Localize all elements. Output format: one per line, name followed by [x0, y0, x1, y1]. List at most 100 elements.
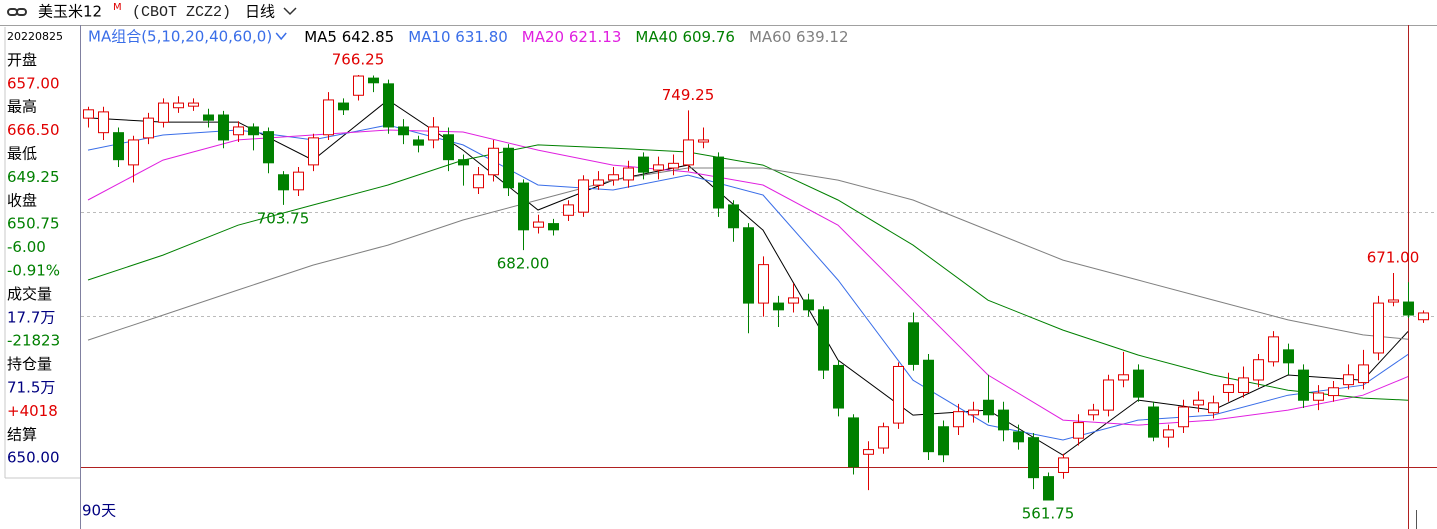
info-item: 650.75 [7, 215, 60, 233]
candle-body [878, 426, 889, 449]
candle-body [593, 179, 604, 186]
candle-body [458, 159, 469, 166]
link-icon[interactable] [7, 8, 27, 16]
candle-body [353, 75, 364, 96]
candle-body [713, 156, 724, 209]
price-annotation: 561.75 [1022, 505, 1075, 523]
candle-body [308, 137, 319, 166]
candle-body [488, 147, 499, 176]
candle-body [1403, 301, 1414, 316]
candle-body [1028, 437, 1039, 479]
candle-body [1118, 374, 1129, 381]
legend-entry: MA10 631.80 [408, 28, 508, 46]
header-bar [0, 0, 1437, 25]
candle-body [578, 179, 589, 213]
legend-name: MA5 [304, 28, 337, 46]
plot-area: 766.25 749.25 703.75 682.00 561.75 671.00 [83, 51, 1429, 523]
candle-body [158, 102, 169, 123]
candle-body [1358, 364, 1369, 384]
info-item: 71.5万 [7, 379, 55, 397]
candle-body [83, 109, 94, 119]
ma-group-title[interactable]: MA组合(5,10,20,40,60,0) [88, 28, 272, 46]
candle-body [728, 204, 739, 229]
candle-body [173, 102, 184, 109]
candle-body [1313, 392, 1324, 401]
candle-body [638, 156, 649, 173]
candle-body [1328, 387, 1339, 397]
candle-body [368, 77, 379, 84]
info-item: 666.50 [7, 121, 60, 139]
info-panel: 20220825 开盘 657.00 最高 666.50 最低 649.25 收盘 650.75… [7, 30, 63, 467]
price-annotation: 766.25 [332, 51, 385, 69]
info-item: 最低 [7, 145, 37, 163]
candle-body [908, 322, 919, 365]
legend-entry: MA20 621.13 [522, 28, 622, 46]
candle-body [608, 174, 619, 181]
legend-value: 609.76 [682, 28, 735, 46]
candle-body [818, 309, 829, 371]
candle-body [98, 111, 109, 134]
candle-body [248, 126, 259, 136]
info-item: 20220825 [7, 30, 63, 43]
ma-chevron[interactable] [275, 32, 287, 41]
candle-body [563, 204, 574, 216]
candle-body [503, 147, 514, 189]
candle-body [473, 174, 484, 189]
candle-body [1088, 409, 1099, 416]
candle-body [998, 409, 1009, 431]
legend: MA5 642.85 MA10 631.80 MA20 621.13 MA40 609… [304, 28, 848, 46]
candle-body [653, 164, 664, 171]
instrument-title: 美玉米12 [38, 3, 102, 21]
legend-entry: MA40 609.76 [635, 28, 735, 46]
period-chevron[interactable] [283, 7, 297, 16]
candle-body [128, 139, 139, 166]
info-item: -0.91% [7, 262, 60, 280]
candle-body [788, 297, 799, 304]
candle-body [533, 221, 544, 228]
legend-value: 631.80 [455, 28, 508, 46]
candle-body [1103, 379, 1114, 411]
candle-body [323, 99, 334, 136]
legend-name: MA60 [749, 28, 791, 46]
candle-body [848, 417, 859, 468]
info-item: 最高 [7, 98, 37, 116]
instrument-code: (CBOT ZCZ2) [132, 4, 231, 21]
info-item: 持仓量 [7, 355, 52, 373]
legend-name: MA20 [522, 28, 564, 46]
legend-value: 621.13 [569, 28, 622, 46]
candle-body [938, 426, 949, 456]
candle-body [338, 102, 349, 111]
legend-name: MA10 [408, 28, 450, 46]
price-annotation: 749.25 [662, 86, 715, 104]
candle-body [1133, 369, 1144, 398]
info-item: 开盘 [7, 51, 37, 69]
candle-body [683, 139, 694, 166]
candle-body [1073, 422, 1084, 439]
candle-body [113, 132, 124, 161]
info-item: +4018 [7, 402, 58, 420]
candle-body [668, 162, 679, 169]
candle-body [968, 409, 979, 416]
candle-body [293, 171, 304, 191]
candle-body [443, 134, 454, 161]
candle-body [1058, 457, 1069, 473]
candle-body [1193, 399, 1204, 406]
info-item: 结算 [7, 425, 37, 443]
period-selector[interactable]: 日线 [245, 3, 275, 21]
info-item: 成交量 [7, 285, 52, 303]
ma-line [87, 167, 1409, 341]
legend-value: 642.85 [342, 28, 395, 46]
candle-body [1388, 299, 1399, 303]
candle-body [203, 114, 214, 121]
candle-body [1343, 374, 1354, 386]
candle-body [1238, 377, 1249, 393]
contract-mark: M [113, 2, 122, 13]
candle-body [803, 299, 814, 311]
price-annotation: 703.75 [257, 209, 310, 227]
info-item: 17.7万 [7, 308, 55, 326]
candle-body [428, 126, 439, 141]
candle-body [218, 114, 229, 141]
candle-body [623, 167, 634, 181]
